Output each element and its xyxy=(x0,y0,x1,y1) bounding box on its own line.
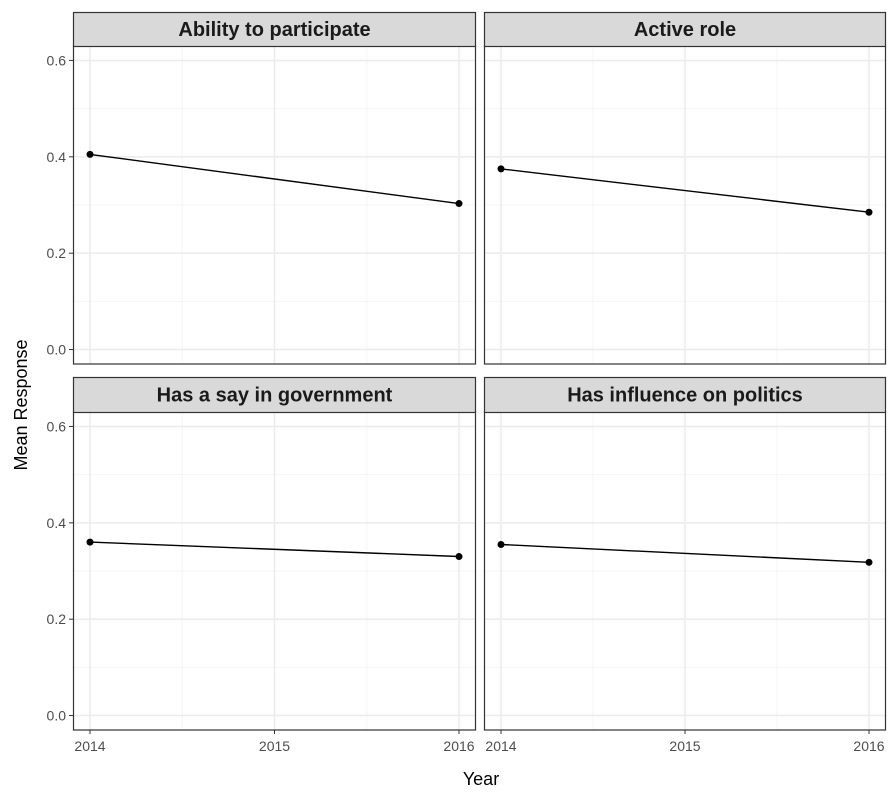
x-axis-title: Year xyxy=(463,769,499,789)
data-point xyxy=(497,165,505,173)
facet-panel: Has a say in government 0.0 0.2 0.4 0.6 2014 2… xyxy=(47,376,477,754)
facet-strip xyxy=(72,376,477,414)
x-tick-label: 2014 xyxy=(74,738,105,754)
x-tick-label: 2015 xyxy=(669,738,700,754)
y-tick-label: 0.6 xyxy=(47,52,67,68)
data-point xyxy=(86,538,94,546)
facet-strip xyxy=(72,11,477,48)
data-point xyxy=(86,150,94,158)
y-tick-label: 0.0 xyxy=(47,708,67,724)
series-line xyxy=(89,541,460,558)
y-axis-title: Mean Response xyxy=(11,339,31,470)
facet-panel: Ability to participate 0.0 0.2 0.4 0.6 xyxy=(47,11,477,365)
x-tick-label: 2016 xyxy=(853,738,884,754)
facet-panel: Active role xyxy=(483,11,887,365)
y-tick-label: 0.4 xyxy=(47,149,67,165)
y-tick-label: 0.4 xyxy=(47,515,67,531)
series-line xyxy=(500,168,870,213)
data-point xyxy=(865,208,873,216)
y-tick-label: 0.2 xyxy=(47,245,67,261)
data-point xyxy=(865,558,873,566)
x-tick-label: 2014 xyxy=(485,738,516,754)
x-tick-label: 2015 xyxy=(259,738,290,754)
y-tick-label: 0.6 xyxy=(47,418,67,434)
facet-strip xyxy=(483,376,887,414)
x-tick-label: 2016 xyxy=(443,738,474,754)
facet-strip-label: Has influence on politics xyxy=(567,385,803,407)
y-tick-label: 0.2 xyxy=(47,611,67,627)
facet-strip-label: Ability to participate xyxy=(178,19,370,41)
facet-strip-label: Has a say in government xyxy=(157,385,393,407)
data-point xyxy=(455,200,463,208)
facet-strip xyxy=(483,11,887,48)
facet-panel: Has influence on politics 2014 2015 2016 xyxy=(483,376,887,754)
series-line xyxy=(500,543,870,563)
facet-strip-label: Active role xyxy=(634,19,736,41)
data-point xyxy=(497,541,505,548)
series-line xyxy=(89,153,460,205)
data-point xyxy=(455,553,463,561)
y-tick-label: 0.0 xyxy=(47,342,67,358)
